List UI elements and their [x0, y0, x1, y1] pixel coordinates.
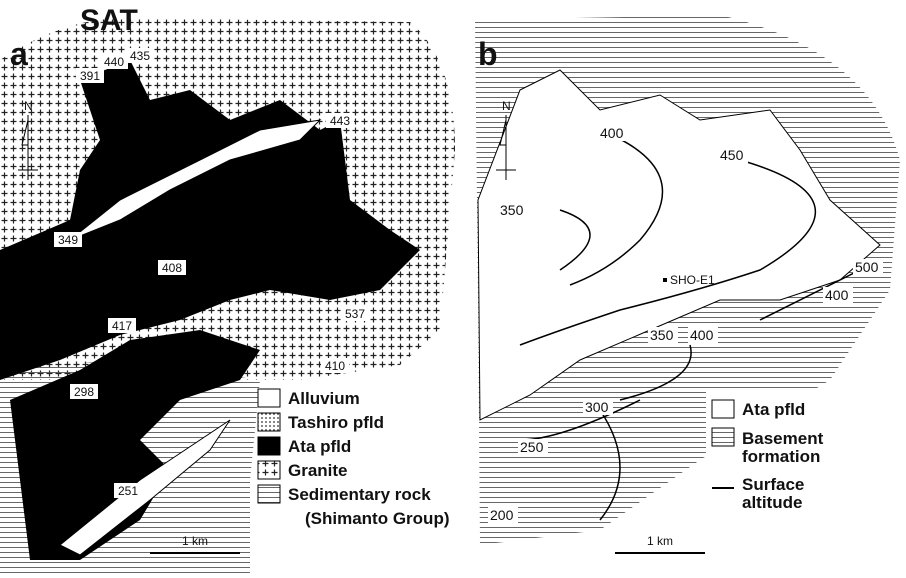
spot-height: 391	[80, 69, 100, 83]
legend-swatch	[258, 461, 280, 479]
spot-height: 408	[162, 261, 182, 275]
legend-swatch	[712, 428, 734, 446]
spot-height: 349	[58, 233, 78, 247]
legend-swatch	[258, 413, 280, 431]
spot-height: 537	[345, 307, 365, 321]
contour-label: 500	[855, 259, 879, 275]
legend-swatch	[258, 437, 280, 455]
legend-word: Basement	[742, 429, 824, 448]
contour-label: 200	[490, 507, 514, 523]
figure: Alluvium Tashiro pfld Ata pfld Granite Sedim…	[0, 0, 906, 573]
legend-word: altitude	[742, 493, 802, 512]
legend-swatch	[258, 485, 280, 503]
contour-label: 400	[690, 327, 714, 343]
spot-height: 440	[104, 55, 124, 69]
legend-label: (Shimanto Group)	[305, 509, 449, 528]
panel-label: b	[478, 36, 498, 72]
legend-word: Surface	[742, 475, 804, 494]
spot-height: 435	[130, 49, 150, 63]
spot-height: 251	[118, 484, 138, 498]
scale-label: 1 km	[647, 534, 673, 548]
legend-label: Tashiro pfld	[288, 413, 384, 432]
legend-word: formation	[742, 447, 820, 466]
spot-height: 410	[325, 359, 345, 373]
title: SAT	[80, 4, 138, 37]
legend-label: Sedimentary rock	[288, 485, 431, 504]
contour-label: 350	[500, 202, 524, 218]
north: N	[24, 99, 33, 113]
legend-swatch	[258, 389, 280, 407]
legend-label: Ata pfld	[288, 437, 351, 456]
legend-label: Alluvium	[288, 389, 360, 408]
contour-label: 400	[825, 287, 849, 303]
contour-label: 250	[520, 439, 544, 455]
scale-label: 1 km	[182, 534, 208, 548]
station-mark	[663, 278, 667, 282]
station: SHO-E1	[670, 273, 715, 287]
north: N	[502, 99, 511, 113]
spot-height: 298	[74, 385, 94, 399]
contour-label: 400	[600, 125, 624, 141]
panel-label: a	[10, 36, 28, 72]
spot-height: 443	[330, 114, 350, 128]
contour-label: 450	[720, 147, 744, 163]
contour-label: 350	[650, 327, 674, 343]
spot-height: 417	[112, 319, 132, 333]
legend-swatch	[712, 400, 734, 418]
legend-label: Ata pfld	[742, 400, 805, 419]
contour-label: 300	[585, 399, 609, 415]
legend-label: Granite	[288, 461, 348, 480]
